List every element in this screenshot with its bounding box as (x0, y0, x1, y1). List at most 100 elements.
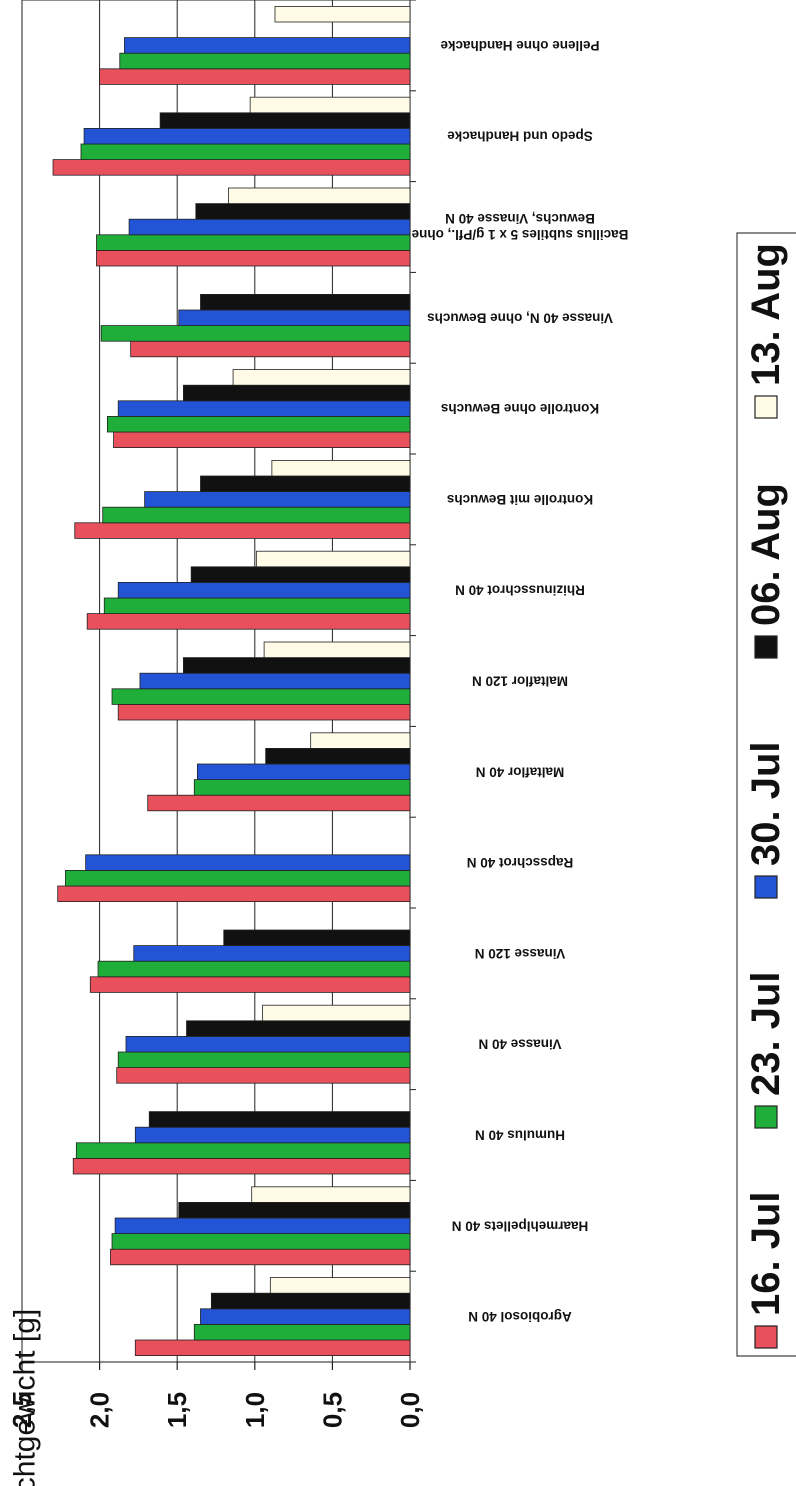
bar (148, 1111, 411, 1128)
bar (159, 112, 411, 129)
bar (85, 854, 411, 871)
bar (196, 763, 411, 781)
bar-group (74, 459, 411, 539)
category-label: Rhizinusschrot 40 N (455, 583, 585, 598)
bar (200, 1308, 411, 1325)
category-label: Maltaflor 40 N (476, 764, 565, 779)
bar (271, 459, 411, 477)
category-label: Rapsschrot 40 N (467, 855, 574, 870)
bar (134, 1126, 411, 1144)
bar (106, 415, 411, 433)
bar (200, 475, 411, 493)
legend-label: 13. Aug (744, 243, 788, 386)
category-label: Kontrolle ohne Bewuchs (441, 401, 599, 416)
bar (139, 672, 411, 690)
category-label: Pellene ohne Handhacke (440, 38, 600, 53)
bar (274, 6, 411, 23)
bar (89, 976, 411, 993)
legend-swatch (754, 635, 778, 659)
bar (251, 1186, 411, 1203)
bar-group (147, 732, 411, 812)
bar (128, 218, 411, 236)
category-label: Agrobiosol 40 N (468, 1309, 572, 1324)
bar (310, 732, 411, 749)
bar-group (57, 854, 411, 903)
bar (124, 37, 411, 54)
tick-label: 1,5 (162, 1392, 192, 1428)
bar (116, 1067, 411, 1084)
bar (117, 582, 411, 599)
bar (147, 794, 411, 812)
bar (119, 52, 411, 70)
bar-group (86, 550, 411, 630)
bar (183, 657, 411, 674)
bar-group (116, 1004, 411, 1084)
bar (100, 325, 411, 342)
bar-group (96, 187, 411, 267)
legend: 16. Jul 23. Jul 30. Jul 06. Aug 13. Aug (736, 232, 796, 1357)
value-axis-ticks: 0,0 0,5 1,0 1,5 2,0 2,5 (7, 1362, 425, 1428)
bar (193, 1324, 411, 1341)
legend-entry: 30. Jul (744, 741, 788, 899)
category-labels: Agrobiosol 40 N Haarmehlpellets 40 N Humul… (411, 38, 628, 1324)
bar (83, 127, 411, 145)
bar (99, 68, 411, 85)
bar (96, 234, 411, 251)
bar (130, 340, 411, 358)
bar (111, 1233, 411, 1250)
bar (117, 704, 411, 721)
legend-frame (736, 232, 796, 1357)
bar-group (72, 1111, 411, 1175)
category-label: Kontrolle mit Bewuchs (447, 492, 593, 507)
bar-group (110, 1186, 411, 1266)
category-label: Bacillus subtiles 5 x 1 g/Pfl., ohneBewu… (411, 211, 628, 242)
bar (190, 566, 411, 583)
bar (263, 641, 411, 659)
bar (255, 550, 411, 568)
bar-group (100, 293, 411, 358)
bar-group (106, 369, 411, 449)
bar (195, 203, 411, 220)
legend-swatch (754, 395, 778, 419)
legend-swatch (754, 1105, 778, 1129)
bar (262, 1004, 411, 1022)
bar (117, 400, 411, 417)
bar-group (134, 1277, 411, 1357)
bar (86, 613, 411, 630)
bar-group (52, 96, 411, 176)
bar (269, 1277, 411, 1294)
bar (178, 1202, 411, 1219)
bar (210, 1292, 411, 1310)
legend-swatch (754, 875, 778, 899)
bar-group (99, 6, 411, 85)
legend-label: 06. Aug (744, 483, 788, 626)
tick-label: 2,5 (7, 1392, 37, 1428)
value-axis-title: Fruchtgewicht [g] (9, 1309, 42, 1486)
bar (97, 960, 411, 978)
bar (117, 1051, 411, 1069)
tick-label: 0,0 (395, 1392, 425, 1428)
bar (74, 522, 411, 539)
bar (186, 1020, 411, 1037)
bar-group (111, 641, 411, 721)
bar (103, 597, 411, 615)
category-label: Spedo und Handhacke (447, 129, 593, 144)
category-label: Vinasse 40 N, ohne Bewuchs (427, 310, 613, 325)
category-label: Vinasse 40 N (478, 1037, 561, 1052)
bar-group (89, 929, 411, 993)
category-label: Humulus 40 N (475, 1128, 565, 1143)
bar (133, 945, 411, 962)
bar (228, 187, 411, 205)
bar (223, 929, 411, 947)
plot-area (21, 0, 416, 1363)
legend-label: 30. Jul (744, 741, 788, 866)
bar (72, 1158, 411, 1175)
legend-entry: 13. Aug (744, 243, 788, 419)
bar (65, 870, 411, 887)
bar (111, 688, 411, 705)
bar (232, 369, 411, 386)
bar (102, 506, 411, 524)
bar (96, 249, 411, 267)
bar (134, 1339, 411, 1357)
